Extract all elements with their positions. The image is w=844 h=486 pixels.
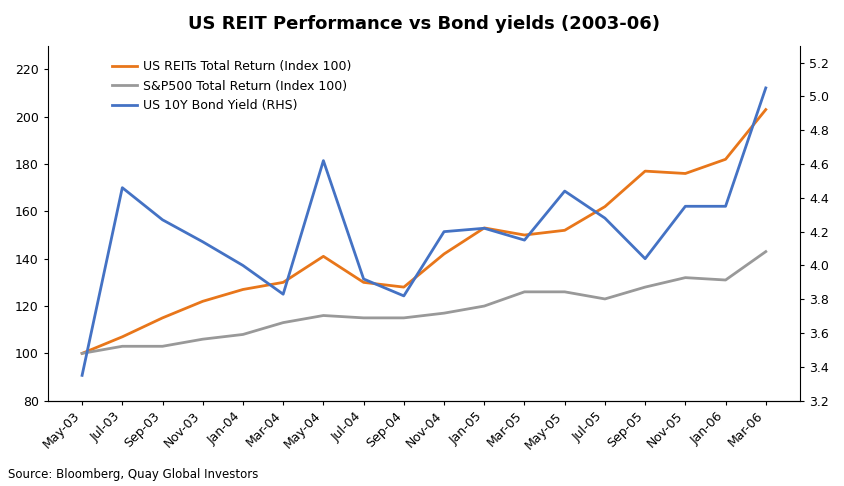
US 10Y Bond Yield (RHS) (479, 226, 490, 231)
S&P500 Total Return (Index 100) (197, 336, 208, 342)
US REITs Total Return (Index 100) (238, 287, 248, 293)
US 10Y Bond Yield (RHS) (439, 229, 449, 235)
US REITs Total Return (Index 100) (760, 106, 771, 112)
S&P500 Total Return (Index 100) (600, 296, 610, 302)
Title: US REIT Performance vs Bond yields (2003-06): US REIT Performance vs Bond yields (2003… (188, 15, 660, 33)
US 10Y Bond Yield (RHS) (398, 293, 408, 299)
US 10Y Bond Yield (RHS) (318, 158, 328, 164)
US REITs Total Return (Index 100) (117, 334, 127, 340)
US REITs Total Return (Index 100) (359, 279, 369, 285)
US 10Y Bond Yield (RHS) (640, 256, 650, 261)
S&P500 Total Return (Index 100) (279, 320, 289, 326)
US 10Y Bond Yield (RHS) (279, 291, 289, 297)
US REITs Total Return (Index 100) (77, 350, 87, 356)
US 10Y Bond Yield (RHS) (680, 203, 690, 209)
S&P500 Total Return (Index 100) (560, 289, 570, 295)
S&P500 Total Return (Index 100) (721, 277, 731, 283)
US 10Y Bond Yield (RHS) (77, 372, 87, 378)
S&P500 Total Return (Index 100) (77, 350, 87, 356)
US 10Y Bond Yield (RHS) (158, 217, 168, 223)
US REITs Total Return (Index 100) (560, 227, 570, 233)
S&P500 Total Return (Index 100) (760, 249, 771, 255)
S&P500 Total Return (Index 100) (238, 331, 248, 337)
US REITs Total Return (Index 100) (279, 279, 289, 285)
US 10Y Bond Yield (RHS) (721, 203, 731, 209)
S&P500 Total Return (Index 100) (479, 303, 490, 309)
US REITs Total Return (Index 100) (721, 156, 731, 162)
S&P500 Total Return (Index 100) (359, 315, 369, 321)
Line: S&P500 Total Return (Index 100): S&P500 Total Return (Index 100) (82, 252, 766, 353)
US 10Y Bond Yield (RHS) (238, 262, 248, 268)
US 10Y Bond Yield (RHS) (600, 215, 610, 221)
US REITs Total Return (Index 100) (519, 232, 529, 238)
Line: US 10Y Bond Yield (RHS): US 10Y Bond Yield (RHS) (82, 88, 766, 375)
US REITs Total Return (Index 100) (197, 298, 208, 304)
Legend: US REITs Total Return (Index 100), S&P500 Total Return (Index 100), US 10Y Bond : US REITs Total Return (Index 100), S&P50… (107, 55, 356, 117)
US 10Y Bond Yield (RHS) (519, 237, 529, 243)
S&P500 Total Return (Index 100) (680, 275, 690, 280)
US 10Y Bond Yield (RHS) (197, 239, 208, 245)
S&P500 Total Return (Index 100) (640, 284, 650, 290)
US 10Y Bond Yield (RHS) (117, 185, 127, 191)
S&P500 Total Return (Index 100) (318, 312, 328, 318)
Line: US REITs Total Return (Index 100): US REITs Total Return (Index 100) (82, 109, 766, 353)
US REITs Total Return (Index 100) (318, 253, 328, 259)
US REITs Total Return (Index 100) (680, 171, 690, 176)
S&P500 Total Return (Index 100) (439, 310, 449, 316)
S&P500 Total Return (Index 100) (117, 344, 127, 349)
S&P500 Total Return (Index 100) (158, 344, 168, 349)
US REITs Total Return (Index 100) (398, 284, 408, 290)
US 10Y Bond Yield (RHS) (760, 85, 771, 91)
US REITs Total Return (Index 100) (158, 315, 168, 321)
US REITs Total Return (Index 100) (640, 168, 650, 174)
Text: Source: Bloomberg, Quay Global Investors: Source: Bloomberg, Quay Global Investors (8, 468, 259, 481)
US REITs Total Return (Index 100) (479, 225, 490, 231)
US REITs Total Return (Index 100) (439, 251, 449, 257)
US REITs Total Return (Index 100) (600, 204, 610, 209)
S&P500 Total Return (Index 100) (398, 315, 408, 321)
US 10Y Bond Yield (RHS) (560, 188, 570, 194)
US 10Y Bond Yield (RHS) (359, 276, 369, 282)
S&P500 Total Return (Index 100) (519, 289, 529, 295)
